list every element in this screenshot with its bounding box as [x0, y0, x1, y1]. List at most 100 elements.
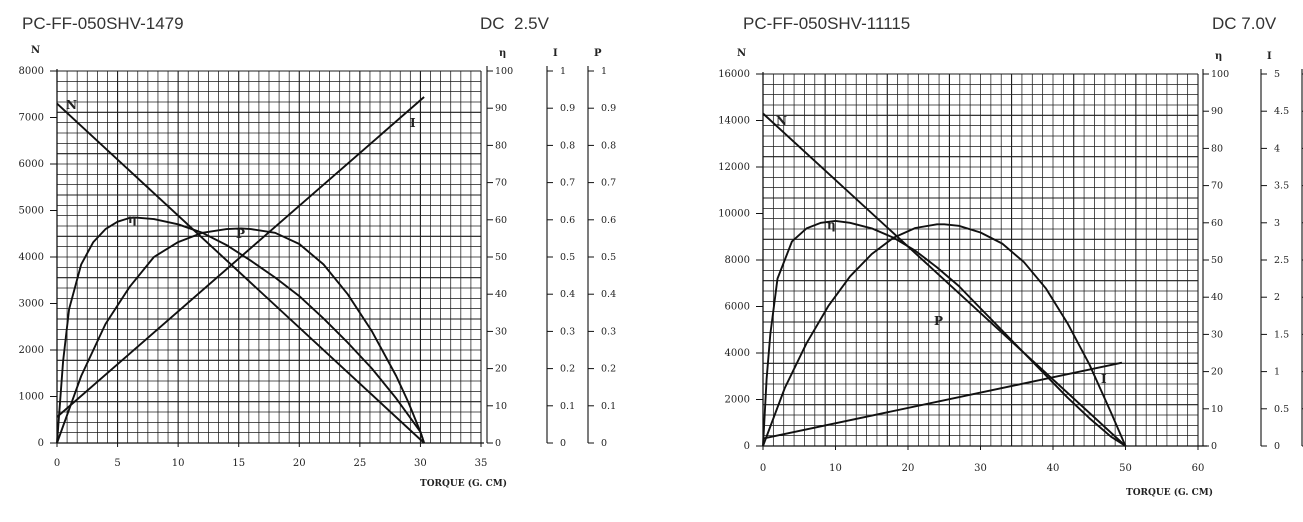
y-tick-label-i: 0 [560, 438, 566, 449]
y-axis-i-title: I [1267, 51, 1272, 62]
series-line-eta [762, 219, 1127, 447]
curve-label-eta: η [128, 212, 137, 226]
y-tick-label-i: 0.1 [560, 401, 575, 412]
y-tick-label-p: 0.4 [601, 289, 616, 300]
y-tick-label-p: 0.8 [601, 140, 616, 151]
x-axis-title: TORQUE (G. CM) [420, 478, 507, 489]
y-axis-i-title: I [553, 48, 558, 59]
y-tick-label-n: 2000 [19, 345, 44, 356]
y-tick-label-n: 16000 [718, 69, 750, 80]
x-tick-label: 10 [172, 458, 185, 469]
y-tick-label-p: 0.9 [601, 103, 616, 114]
y-axis-n-title: N [31, 45, 40, 56]
y-tick-label-i: 0.5 [1274, 404, 1289, 415]
x-tick-label: 50 [1119, 463, 1132, 474]
y-tick-label-eta: 60 [1211, 218, 1223, 229]
series-line-p [56, 227, 426, 444]
y-tick-label-n: 12000 [718, 162, 750, 173]
grid [56, 70, 482, 444]
y-tick-label-p: 0 [601, 438, 607, 449]
curve-label-n: N [66, 98, 77, 112]
y-tick-label-i: 2.5 [1274, 255, 1289, 266]
series-line-p [762, 223, 1127, 447]
y-tick-label-eta: 80 [1211, 143, 1223, 154]
y-tick-label-eta: 30 [1211, 329, 1223, 340]
y-tick-label-eta: 0 [495, 438, 501, 449]
x-tick-label: 15 [232, 458, 245, 469]
y-tick-label-p: 0.7 [601, 178, 616, 189]
y-tick-label-eta: 0 [1211, 441, 1217, 452]
y-tick-label-i: 0.2 [560, 364, 575, 375]
y-axis-eta-title: η [499, 48, 506, 59]
y-axis-n-title: N [737, 48, 746, 59]
y-tick-label-eta: 70 [1211, 181, 1223, 192]
y-tick-label-p: 1 [601, 66, 607, 77]
y-tick-label-n: 6000 [19, 159, 44, 170]
curve-label-i: I [1101, 372, 1107, 386]
voltage-label: DC 2.5V [480, 14, 549, 33]
y-tick-label-eta: 10 [495, 401, 507, 412]
y-tick-label-eta: 10 [1211, 404, 1223, 415]
y-tick-label-i: 1 [560, 66, 566, 77]
y-tick-label-i: 4.5 [1274, 106, 1289, 117]
y-tick-label-i: 0.6 [560, 215, 575, 226]
y-axis-eta-title: η [1215, 51, 1222, 62]
x-tick-label: 20 [902, 463, 915, 474]
chart-panel-1: PC-FF-050SHV-1479 DC 2.5V N 0 1000 2000 3000… [19, 14, 617, 489]
curve-label-p: P [236, 227, 245, 241]
y-tick-label-eta: 70 [495, 178, 507, 189]
y-tick-label-i: 3.5 [1274, 181, 1289, 192]
y-tick-label-p: 0.1 [601, 401, 616, 412]
y-tick-label-i: 0.8 [560, 140, 575, 151]
y-tick-label-i: 0 [1274, 441, 1280, 452]
curve-label-n: N [776, 114, 787, 128]
y-tick-label-n: 0 [38, 438, 44, 449]
y-tick-label-i: 3 [1274, 218, 1280, 229]
series-line-n [56, 102, 425, 444]
x-tick-label: 0 [760, 463, 766, 474]
x-tick-label: 0 [54, 458, 60, 469]
y-tick-label-p: 0.6 [601, 215, 616, 226]
y-tick-label-eta: 20 [495, 364, 507, 375]
y-tick-label-eta: 50 [495, 252, 507, 263]
x-tick-label: 10 [829, 463, 842, 474]
x-tick-label: 5 [114, 458, 120, 469]
x-tick-label: 60 [1192, 463, 1205, 474]
x-tick-label: 20 [293, 458, 306, 469]
series-line-eta [56, 216, 426, 444]
y-tick-label-eta: 60 [495, 215, 507, 226]
model-title: PC-FF-050SHV-11115 [743, 14, 911, 33]
y-tick-label-n: 7000 [19, 113, 44, 124]
y-tick-label-n: 2000 [725, 395, 750, 406]
y-tick-label-eta: 90 [1211, 106, 1223, 117]
curve-label-p: P [934, 314, 943, 328]
y-tick-label-n: 4000 [725, 348, 750, 359]
chart-panel-2: PC-FF-050SHV-11115 DC 7.0V N 0 2000 4000 600… [652, 0, 1303, 522]
model-title: PC-FF-050SHV-1479 [22, 14, 184, 33]
curve-label-eta: η [827, 218, 836, 232]
y-tick-label-eta: 100 [495, 66, 513, 77]
y-tick-label-n: 3000 [19, 299, 44, 310]
y-tick-label-i: 4 [1274, 143, 1280, 154]
y-tick-label-i: 2 [1274, 292, 1280, 303]
y-tick-label-n: 4000 [19, 252, 44, 263]
y-tick-label-eta: 40 [1211, 292, 1223, 303]
x-axis-title: TORQUE (G. CM) [1126, 487, 1213, 498]
grid [762, 73, 1199, 447]
x-tick-label: 30 [414, 458, 427, 469]
y-tick-label-p: 0.2 [601, 364, 616, 375]
y-tick-label-eta: 30 [495, 326, 507, 337]
y-tick-label-eta: 100 [1211, 69, 1229, 80]
y-tick-label-n: 8000 [725, 255, 750, 266]
curve-label-i: I [410, 116, 416, 130]
y-tick-label-eta: 50 [1211, 255, 1223, 266]
y-tick-label-n: 14000 [718, 116, 750, 127]
y-tick-label-n: 0 [744, 441, 750, 452]
series-line-i [56, 96, 425, 418]
series-line-n [762, 112, 1127, 447]
y-tick-label-n: 5000 [19, 206, 44, 217]
voltage-label: DC 7.0V [1212, 14, 1277, 33]
y-tick-label-i: 1.5 [1274, 329, 1289, 340]
y-tick-label-eta: 90 [495, 103, 507, 114]
